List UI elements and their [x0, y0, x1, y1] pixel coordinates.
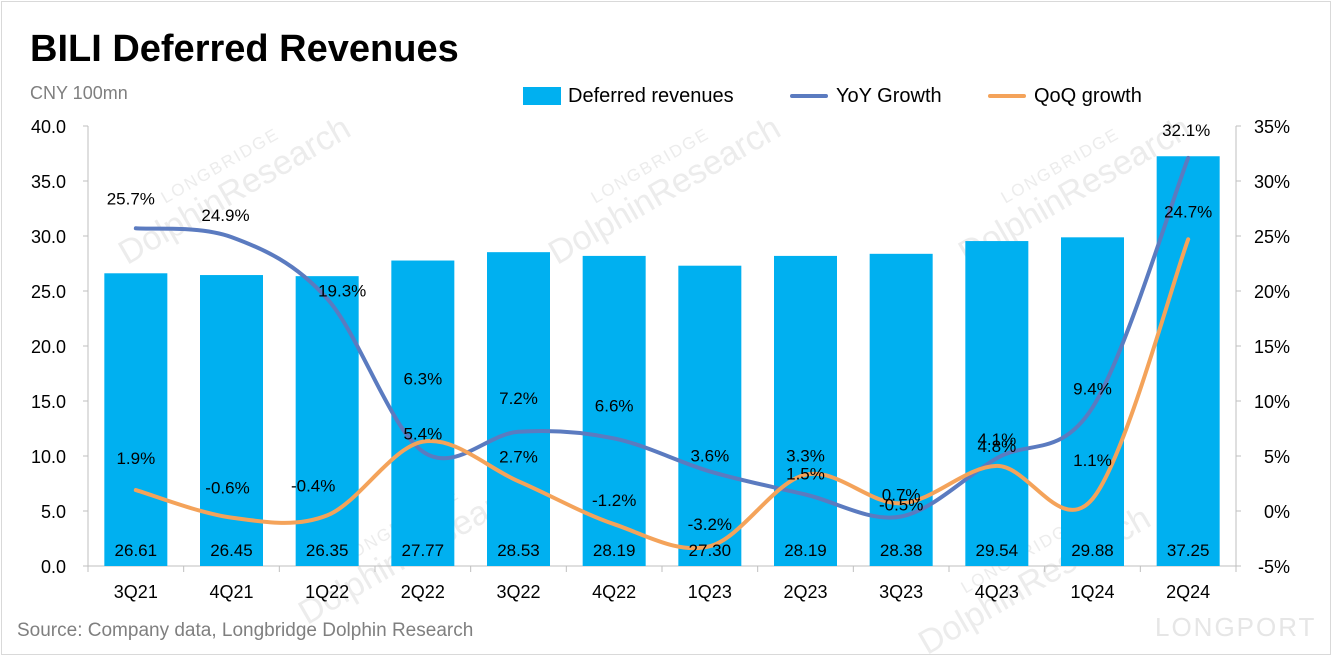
unit-label: CNY 100mn	[30, 83, 128, 103]
qoq-value-label: 3.3%	[786, 447, 825, 466]
yoy-value-label: 3.6%	[690, 446, 729, 465]
yoy-value-label: 32.1%	[1162, 121, 1210, 140]
legend-swatch-qoq	[988, 94, 1026, 98]
x-tick-label: 3Q21	[114, 582, 158, 602]
y-right-tick-label: 5%	[1264, 447, 1290, 467]
bar-3Q23	[869, 253, 933, 566]
y-right-tick-label: 15%	[1254, 337, 1290, 357]
legend-item-yoy: YoY Growth	[790, 84, 942, 108]
x-tick-label: 4Q21	[209, 582, 253, 602]
bar-2Q23	[774, 255, 837, 566]
x-tick-label: 1Q22	[305, 582, 349, 602]
bar-1Q24	[1061, 237, 1124, 566]
y-left-tick-label: 25.0	[31, 282, 66, 302]
bar-value-label: 37.25	[1167, 541, 1210, 560]
yoy-value-label: 9.4%	[1073, 380, 1112, 399]
watermark-brand-text: DolphinResearch	[542, 109, 787, 272]
bar-value-label: 28.38	[880, 541, 923, 560]
qoq-value-label: 1.1%	[1073, 451, 1112, 470]
watermark-logo: LONGPORT	[1155, 612, 1317, 642]
y-left-tick-label: 10.0	[31, 447, 66, 467]
qoq-value-label: 6.3%	[403, 370, 442, 389]
qoq-value-label: -0.6%	[205, 479, 249, 498]
y-right-tick-label: 35%	[1254, 117, 1290, 137]
bar-value-label: 29.88	[1071, 541, 1114, 560]
qoq-value-label: 1.9%	[116, 449, 155, 468]
yoy-value-label: 7.2%	[499, 389, 538, 408]
source-note: Source: Company data, Longbridge Dolphin…	[17, 620, 474, 641]
legend-label-deferred: Deferred revenues	[568, 84, 734, 107]
qoq-value-label: 2.7%	[499, 447, 538, 466]
y-right-tick-label: 25%	[1254, 227, 1290, 247]
bar-3Q22	[487, 252, 550, 567]
legend-label-qoq: QoQ growth	[1034, 84, 1142, 107]
x-tick-label: 2Q24	[1166, 582, 1210, 602]
bar-value-label: 28.19	[593, 541, 636, 560]
y-right-tick-label: 0%	[1264, 502, 1290, 522]
bar-1Q23	[678, 265, 742, 566]
qoq-value-label: 4.1%	[977, 430, 1016, 449]
yoy-value-label: 4.8%	[977, 437, 1016, 456]
bar-2Q22	[391, 260, 455, 566]
series-line-qoq	[133, 237, 1191, 551]
chart-title: BILI Deferred Revenues	[30, 28, 459, 70]
x-tick-label: 2Q23	[783, 582, 827, 602]
qoq-value-label: -3.2%	[688, 515, 732, 534]
y-right-tick-label: -5%	[1258, 557, 1290, 577]
data-labels-layer: 26.61 26.45 26.35 27.77 28.53 28.19 27.30 28.19…	[107, 121, 1213, 560]
bars-layer	[104, 156, 1220, 567]
yoy-value-label: 1.5%	[786, 465, 825, 484]
bar-value-label: 28.53	[497, 541, 540, 560]
y-right-tick-label: 20%	[1254, 282, 1290, 302]
legend-item-deferred: Deferred revenues	[523, 84, 734, 108]
y-right-tick-label: 10%	[1254, 392, 1290, 412]
axes-layer: 0.0 5.0 10.0 15.0 20.0 25.0 30.0 35.0 40.0 -5% 0% 5…	[31, 117, 1290, 602]
legend-label-yoy: YoY Growth	[836, 84, 942, 107]
y-left-tick-label: 15.0	[31, 392, 66, 412]
lines-layer	[133, 155, 1191, 551]
yoy-value-label: 25.7%	[107, 189, 155, 208]
bar-value-label: 26.35	[306, 541, 349, 560]
bar-value-label: 26.45	[210, 541, 253, 560]
x-tick-label: 4Q23	[975, 582, 1019, 602]
y-left-tick-label: 40.0	[31, 117, 66, 137]
yoy-value-label: -0.5%	[879, 496, 923, 515]
legend-swatch-yoy	[790, 94, 828, 98]
qoq-value-label: -0.4%	[291, 476, 335, 495]
bar-value-label: 26.61	[115, 541, 158, 560]
yoy-value-label: 24.9%	[201, 206, 249, 225]
bar-value-label: 27.30	[689, 541, 732, 560]
bar-value-label: 29.54	[976, 541, 1019, 560]
qoq-value-label: 24.7%	[1164, 202, 1212, 221]
y-left-tick-label: 30.0	[31, 227, 66, 247]
bar-value-label: 27.77	[402, 541, 445, 560]
qoq-value-label: 0.7%	[882, 485, 921, 504]
y-right-tick-label: 30%	[1254, 172, 1290, 192]
bar-1Q22	[295, 276, 359, 566]
legend-swatch-bar	[523, 87, 561, 105]
x-tick-label: 3Q23	[879, 582, 923, 602]
x-tick-label: 4Q22	[592, 582, 636, 602]
x-tick-label: 1Q23	[688, 582, 732, 602]
y-left-tick-label: 20.0	[31, 337, 66, 357]
bar-4Q23	[965, 241, 1029, 566]
legend-item-qoq: QoQ growth	[988, 84, 1142, 108]
yoy-value-label: 5.4%	[403, 425, 442, 444]
x-tick-label: 2Q22	[401, 582, 445, 602]
qoq-value-label: -1.2%	[592, 491, 636, 510]
bar-3Q21	[104, 273, 168, 566]
bar-value-label: 28.19	[784, 541, 827, 560]
x-tick-label: 3Q22	[496, 582, 540, 602]
x-tick-label: 1Q24	[1070, 582, 1114, 602]
y-left-tick-label: 5.0	[41, 502, 66, 522]
y-left-tick-label: 0.0	[41, 557, 66, 577]
yoy-value-label: 6.6%	[595, 396, 634, 415]
yoy-value-label: 19.3%	[318, 282, 366, 301]
y-left-tick-label: 35.0	[31, 172, 66, 192]
